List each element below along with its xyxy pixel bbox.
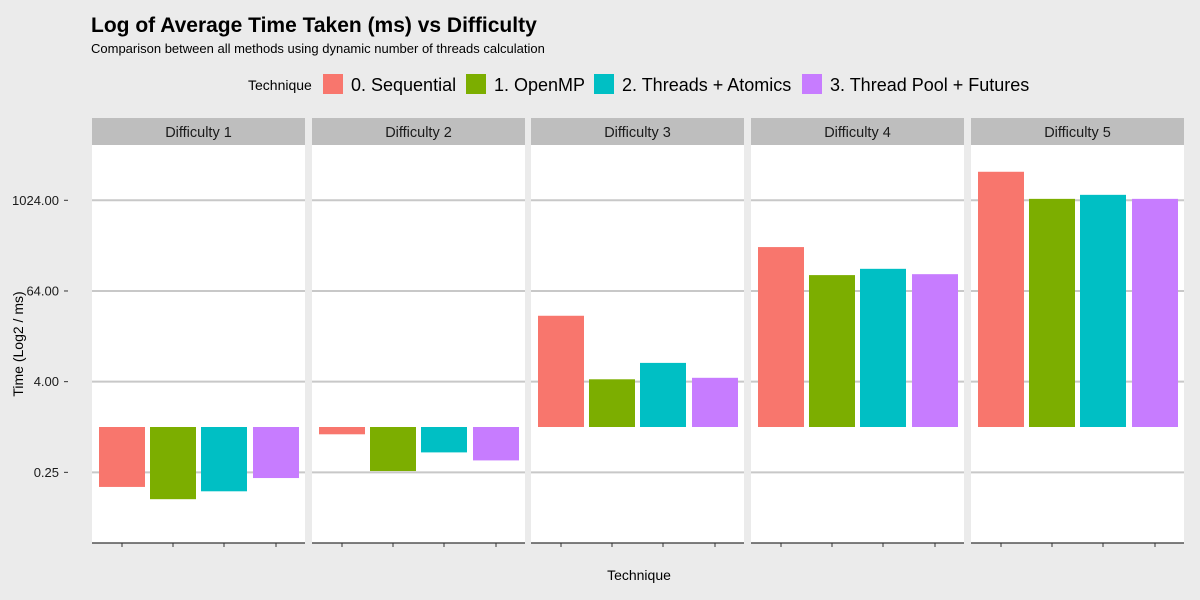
y-tick-label: 1024.00 [12, 193, 59, 208]
facet-strip [312, 118, 525, 145]
bar [99, 427, 145, 487]
bar [758, 247, 804, 427]
legend-label: 2. Threads + Atomics [622, 75, 791, 95]
legend-title: Technique [248, 77, 312, 93]
legend-label: 3. Thread Pool + Futures [830, 75, 1029, 95]
facet-panels: Difficulty 1 Difficulty 2 Difficulty 3 Diff… [92, 118, 1184, 547]
bar [589, 379, 635, 427]
bar [473, 427, 519, 461]
y-tick-label: 64.00 [26, 283, 59, 298]
legend-swatch [466, 74, 486, 94]
bar [912, 274, 958, 427]
bar [421, 427, 467, 453]
facet-strip [92, 118, 305, 145]
facet-panel: Difficulty 4 [751, 118, 964, 547]
bar [1132, 198, 1178, 427]
bar [538, 315, 584, 427]
facet-panel: Difficulty 5 [971, 118, 1184, 547]
chart-title: Log of Average Time Taken (ms) vs Diffic… [91, 14, 537, 37]
y-tick-label: 0.25 [34, 465, 59, 480]
facet-panel: Difficulty 3 [531, 118, 744, 547]
bar [692, 377, 738, 427]
x-axis-title: Technique [607, 567, 671, 583]
bar [201, 427, 247, 492]
legend-swatch [323, 74, 343, 94]
bar [370, 427, 416, 472]
facet-strip [971, 118, 1184, 145]
legend-swatch [594, 74, 614, 94]
facet-strip-label: Difficulty 4 [824, 125, 891, 141]
y-tick-label: 4.00 [34, 374, 59, 389]
facet-panel: Difficulty 2 [312, 118, 525, 547]
panel-background [312, 145, 525, 543]
legend-label: 1. OpenMP [494, 75, 585, 95]
facet-strip-label: Difficulty 5 [1044, 125, 1111, 141]
bar [809, 275, 855, 427]
bar [319, 427, 365, 435]
bar [860, 268, 906, 427]
facet-strip [751, 118, 964, 145]
bar [253, 427, 299, 479]
facet-strip-label: Difficulty 2 [385, 125, 452, 141]
bar [640, 362, 686, 427]
bar [1029, 198, 1075, 427]
legend-label: 0. Sequential [351, 75, 456, 95]
bar [978, 171, 1024, 427]
facet-strip [531, 118, 744, 145]
facet-strip-label: Difficulty 3 [604, 125, 671, 141]
y-axis-title: Time (Log2 / ms) [10, 291, 26, 396]
bar [1080, 194, 1126, 427]
facet-strip-label: Difficulty 1 [165, 125, 232, 141]
facet-panel: Difficulty 1 [92, 118, 305, 547]
chart-subtitle: Comparison between all methods using dyn… [91, 41, 545, 56]
bar [150, 427, 196, 500]
legend: 0. Sequential 1. OpenMP 2. Threads + Atomi… [323, 74, 1029, 95]
legend-swatch [802, 74, 822, 94]
y-axis: 0.25 4.00 64.00 1024.00 [12, 193, 68, 480]
